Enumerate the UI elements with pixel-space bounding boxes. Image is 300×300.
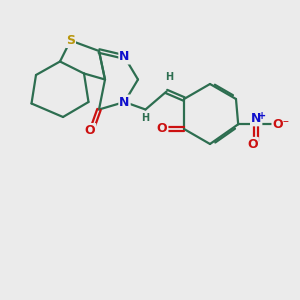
Text: O: O [157, 122, 167, 136]
Text: S: S [66, 34, 75, 47]
Text: N: N [119, 50, 130, 64]
Text: O⁻: O⁻ [272, 118, 290, 131]
Text: H: H [141, 113, 150, 123]
Text: +: + [258, 111, 266, 121]
Text: N: N [251, 112, 261, 125]
Text: O: O [85, 124, 95, 137]
Text: H: H [165, 71, 174, 82]
Text: N: N [119, 95, 130, 109]
Text: O: O [247, 138, 258, 151]
